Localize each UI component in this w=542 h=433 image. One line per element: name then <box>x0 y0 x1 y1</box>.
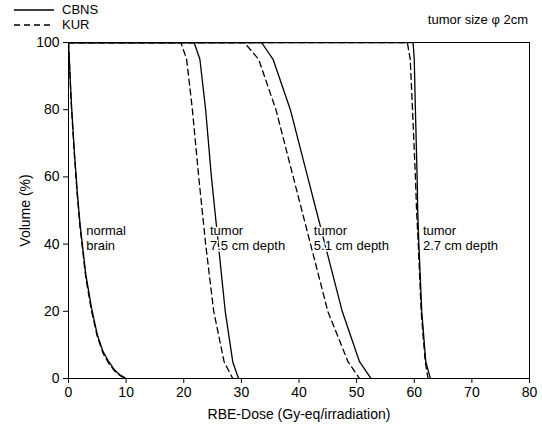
svg-text:tumor7.5 cm depth: tumor7.5 cm depth <box>210 223 285 253</box>
svg-text:40: 40 <box>44 236 60 252</box>
svg-text:normalbrain: normalbrain <box>86 223 126 253</box>
svg-text:60: 60 <box>406 384 422 400</box>
svg-text:0: 0 <box>52 370 60 386</box>
svg-text:70: 70 <box>464 384 480 400</box>
svg-text:RBE-Dose (Gy-eq/irradiation): RBE-Dose (Gy-eq/irradiation) <box>208 406 391 422</box>
svg-text:50: 50 <box>349 384 365 400</box>
svg-text:0: 0 <box>65 384 73 400</box>
svg-text:30: 30 <box>234 384 250 400</box>
svg-text:40: 40 <box>291 384 307 400</box>
svg-text:tumor5.1 cm depth: tumor5.1 cm depth <box>314 223 389 253</box>
html-text:CBNS: CBNS <box>62 2 99 17</box>
html-text:tumor size φ 2cm: tumor size φ 2cm <box>427 12 528 27</box>
svg-text:Volume (%): Volume (%) <box>17 174 33 246</box>
svg-text:20: 20 <box>44 303 60 319</box>
svg-text:60: 60 <box>44 168 60 184</box>
svg-text:10: 10 <box>118 384 134 400</box>
svg-text:80: 80 <box>44 101 60 117</box>
svg-text:tumor2.7 cm depth: tumor2.7 cm depth <box>423 223 498 253</box>
svg-text:20: 20 <box>176 384 192 400</box>
svg-text:100: 100 <box>36 34 60 50</box>
html-text:KUR: KUR <box>62 17 90 32</box>
svg-text:80: 80 <box>522 384 538 400</box>
